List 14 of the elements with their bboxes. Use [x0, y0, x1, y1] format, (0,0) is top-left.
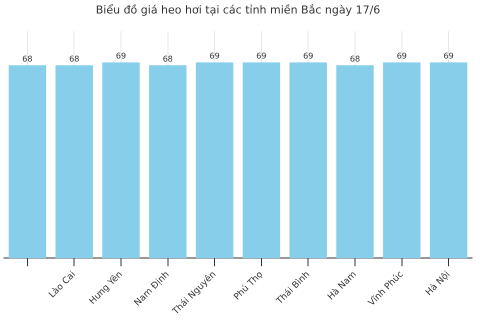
data-label: 69: [303, 51, 314, 60]
data-label: 68: [22, 54, 32, 64]
data-label: 69: [396, 51, 407, 60]
chart-title: Biểu đồ giá heo hơi tại các tỉnh miền Bắc ngày 17/6: [96, 3, 380, 16]
x-tick-label: Hà Nội: [423, 269, 452, 298]
data-label: 68: [350, 54, 360, 64]
x-tick-label: Lào Cai: [46, 269, 78, 300]
data-label: 68: [162, 54, 173, 64]
data-label: 69: [210, 51, 220, 60]
data-label: 69: [116, 51, 126, 60]
data-label: 68: [69, 54, 80, 64]
data-label: 69: [256, 51, 266, 60]
x-tick-label: Phú Thọ: [232, 268, 266, 303]
data-label: 69: [444, 51, 454, 60]
